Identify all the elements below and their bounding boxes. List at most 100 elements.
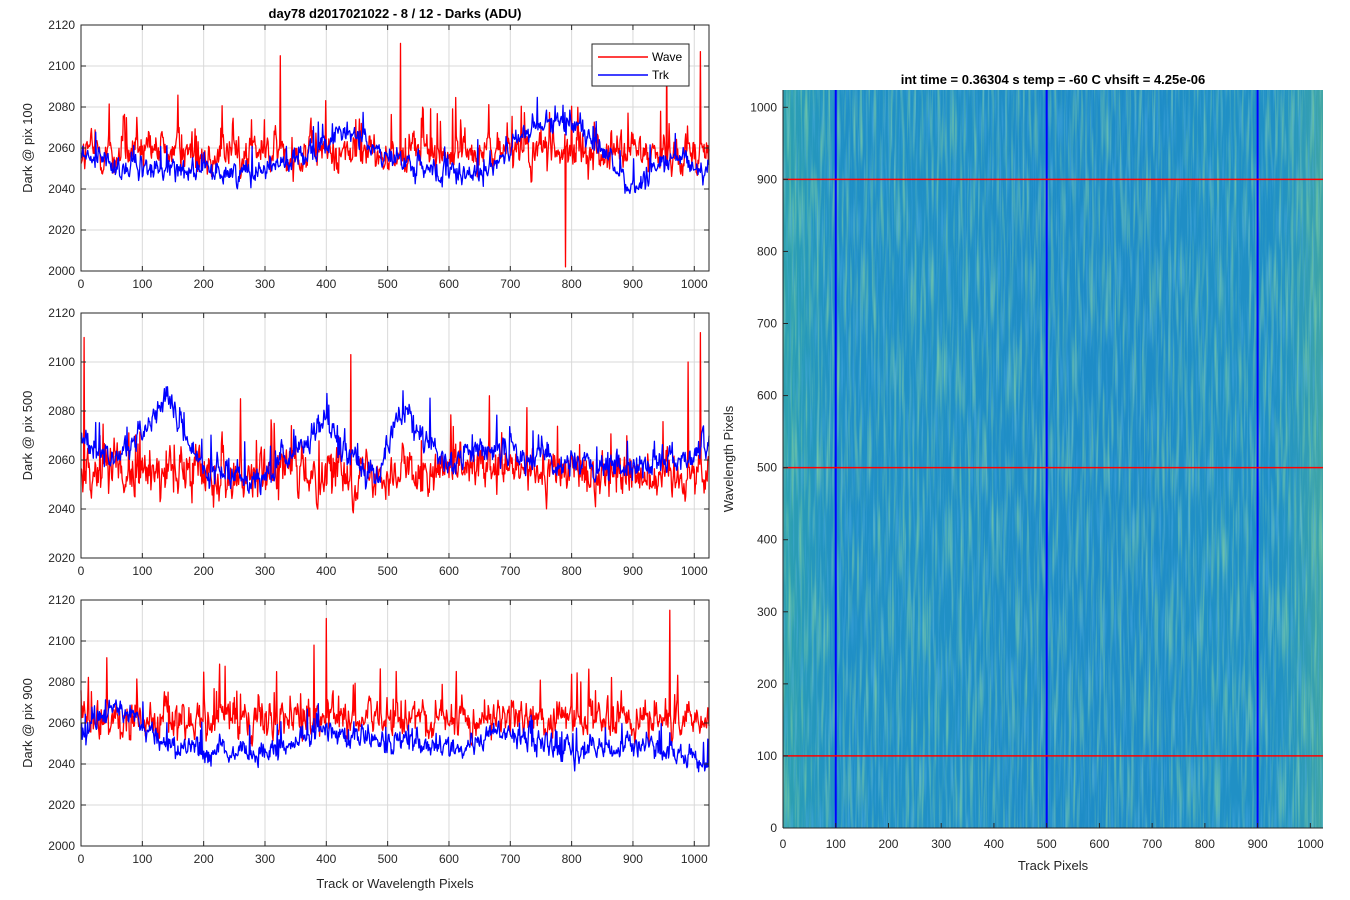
x-tick-label: 1000 <box>681 852 708 866</box>
y-tick-label: 2060 <box>48 453 75 467</box>
x-tick-label: 400 <box>316 564 336 578</box>
y-axis-label: Dark @ pix 500 <box>20 391 35 481</box>
y-tick-label: 2000 <box>48 839 75 853</box>
legend-box <box>591 43 690 87</box>
x-tick-label: 100 <box>132 277 152 291</box>
middle-panel: 0 100 200 300 400 500 600 700 800 900 1000 2020 2040… <box>20 306 710 578</box>
y-tick-label: 2120 <box>48 18 75 32</box>
x-tick-label: 1000 <box>681 564 708 578</box>
x-tick-label: 0 <box>78 852 85 866</box>
x-tick-label: 100 <box>132 564 152 578</box>
plot-area <box>81 313 709 558</box>
x-tick-label: 300 <box>255 852 275 866</box>
heatmap-x-tick-label: 400 <box>984 837 1004 851</box>
y-tick-label: 2100 <box>48 355 75 369</box>
y-tick-label: 2020 <box>48 223 75 237</box>
heatmap-axes: 0 100 200 300 400 500 600 700 800 900 1000 0 100 200 3… <box>750 90 1324 851</box>
heatmap-x-tick-label: 600 <box>1089 837 1109 851</box>
x-tick-label: 500 <box>378 564 398 578</box>
heatmap-y-tick-label: 200 <box>757 677 777 691</box>
x-tick-label: 200 <box>194 852 214 866</box>
legend: Wave Trk <box>591 43 690 87</box>
y-tick-label: 2040 <box>48 182 75 196</box>
y-tick-label: 2020 <box>48 798 75 812</box>
x-tick-label: 0 <box>78 277 85 291</box>
heatmap-x-tick-label: 300 <box>931 837 951 851</box>
x-tick-label: 600 <box>439 277 459 291</box>
heatmap-x-tick-label: 800 <box>1195 837 1215 851</box>
y-tick-label: 2020 <box>48 551 75 565</box>
heatmap-x-tick-label: 900 <box>1248 837 1268 851</box>
heatmap-y-tick-label: 0 <box>770 821 777 835</box>
x-tick-label: 200 <box>194 564 214 578</box>
series-line-trk <box>80 96 710 195</box>
y-tick-label: 2040 <box>48 502 75 516</box>
heatmap-y-tick-label: 100 <box>757 749 777 763</box>
heatmap-y-tick-label: 800 <box>757 244 777 258</box>
heatmap-x-tick-label: 500 <box>1037 837 1057 851</box>
heatmap-y-tick-label: 900 <box>757 172 777 186</box>
x-tick-label: 900 <box>623 852 643 866</box>
x-tick-label: 600 <box>439 852 459 866</box>
heatmap-y-tick-label: 600 <box>757 389 777 403</box>
y-tick-label: 2080 <box>48 404 75 418</box>
heatmap-x-tick-label: 1000 <box>1297 837 1324 851</box>
heatmap-y-tick-label: 300 <box>757 605 777 619</box>
x-tick-label: 500 <box>378 852 398 866</box>
heatmap-y-tick-label: 1000 <box>750 100 777 114</box>
x-tick-label: 900 <box>623 564 643 578</box>
heatmap-y-tick-label: 500 <box>757 461 777 475</box>
y-tick-label: 2060 <box>48 716 75 730</box>
y-tick-label: 2100 <box>48 634 75 648</box>
series-line-wave <box>80 42 710 268</box>
x-tick-label: 500 <box>378 277 398 291</box>
y-axis-label: Dark @ pix 100 <box>20 103 35 193</box>
x-tick-label: 300 <box>255 277 275 291</box>
x-tick-label: 200 <box>194 277 214 291</box>
series-line-wave <box>80 609 710 747</box>
heatmap-y-tick-label: 700 <box>757 317 777 331</box>
x-tick-label: 700 <box>500 564 520 578</box>
heatmap-x-tick-label: 700 <box>1142 837 1162 851</box>
heatmap-y-tick-label: 400 <box>757 533 777 547</box>
heatmap-xlabel: Track Pixels <box>1018 858 1089 873</box>
heatmap-title: int time = 0.36304 s temp = -60 C vhsift… <box>901 72 1206 87</box>
y-tick-label: 2100 <box>48 59 75 73</box>
series-line-trk <box>80 386 710 496</box>
x-tick-label: 300 <box>255 564 275 578</box>
y-tick-label: 2000 <box>48 264 75 278</box>
x-axis-label: Track or Wavelength Pixels <box>316 876 474 891</box>
y-tick-label: 2060 <box>48 141 75 155</box>
series-line-trk <box>80 699 710 773</box>
bottom-panel: 0 100 200 300 400 500 600 700 800 900 1000 2000 2020… <box>20 593 710 891</box>
heatmap-x-tick-label: 100 <box>826 837 846 851</box>
y-tick-label: 2120 <box>48 306 75 320</box>
heatmap-markers <box>783 90 1323 828</box>
legend-trk-label: Trk <box>652 68 670 82</box>
x-tick-label: 800 <box>562 852 582 866</box>
x-tick-label: 400 <box>316 852 336 866</box>
y-tick-label: 2080 <box>48 675 75 689</box>
heatmap-x-tick-label: 0 <box>780 837 787 851</box>
axes-box <box>80 312 710 559</box>
x-tick-label: 700 <box>500 852 520 866</box>
x-tick-label: 0 <box>78 564 85 578</box>
x-tick-label: 800 <box>562 564 582 578</box>
y-tick-label: 2080 <box>48 100 75 114</box>
x-tick-label: 900 <box>623 277 643 291</box>
x-tick-label: 700 <box>500 277 520 291</box>
x-tick-label: 400 <box>316 277 336 291</box>
x-tick-label: 1000 <box>681 277 708 291</box>
heatmap-panel: int time = 0.36304 s temp = -60 C vhsift… <box>721 72 1324 873</box>
legend-wave-label: Wave <box>652 50 683 64</box>
figure-title: day78 d2017021022 - 8 / 12 - Darks (ADU) <box>269 6 522 21</box>
x-tick-label: 800 <box>562 277 582 291</box>
y-tick-label: 2040 <box>48 757 75 771</box>
heatmap-x-tick-label: 200 <box>878 837 898 851</box>
heatmap-texture-dark <box>783 90 1323 828</box>
x-tick-label: 600 <box>439 564 459 578</box>
x-tick-label: 100 <box>132 852 152 866</box>
heatmap-ylabel: Wavelength Pixels <box>721 405 736 512</box>
y-tick-label: 2120 <box>48 593 75 607</box>
